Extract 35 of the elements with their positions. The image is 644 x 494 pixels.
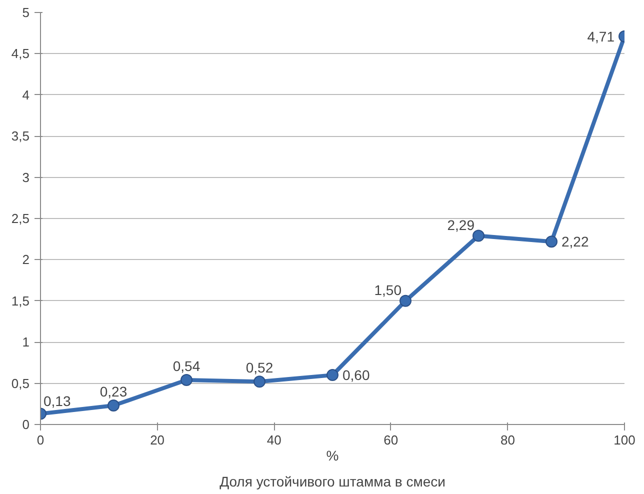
y-tick-label: 0,5 <box>11 376 30 391</box>
x-tick-label: 40 <box>266 432 282 448</box>
y-tick-label: 4,5 <box>11 46 30 62</box>
y-tick-label: 1 <box>22 334 30 350</box>
x-tick-label: 80 <box>500 432 515 448</box>
y-tick-label: 2 <box>22 252 30 268</box>
point <box>108 400 120 412</box>
data-label: 0,60 <box>342 367 370 384</box>
data-label: 0,13 <box>44 392 71 409</box>
data-label: 0,23 <box>100 384 128 400</box>
data-label: 0,52 <box>246 360 274 376</box>
y-tick-label: 1,5 <box>11 293 30 308</box>
data-label: 2,22 <box>562 234 589 250</box>
data-label: 4,71 <box>587 28 615 44</box>
point <box>400 294 412 307</box>
x-axis-title: % <box>326 448 339 464</box>
y-tick-label: 2,5 <box>11 211 30 226</box>
y-tick-label: 3,5 <box>11 128 30 144</box>
text: Доля устойчивого штамма в смеси <box>220 474 446 490</box>
x-tick-label: 20 <box>150 432 165 448</box>
data-label: 1,50 <box>374 282 402 298</box>
x-tick-label: 100 <box>614 432 636 448</box>
y-tick-label: 4 <box>22 87 30 102</box>
point <box>180 374 192 386</box>
x-tick-label: 0 <box>36 432 44 448</box>
data-label: 2,29 <box>447 216 475 233</box>
x-tick-label: 60 <box>384 432 398 448</box>
data-label: 0,54 <box>172 358 200 374</box>
point <box>254 376 266 388</box>
y-tick-label: 3 <box>22 170 30 185</box>
y-tick-label: 0 <box>22 417 30 432</box>
point <box>546 236 558 248</box>
point <box>326 369 338 382</box>
point <box>472 230 484 242</box>
y-tick-label: 5 <box>22 5 30 20</box>
